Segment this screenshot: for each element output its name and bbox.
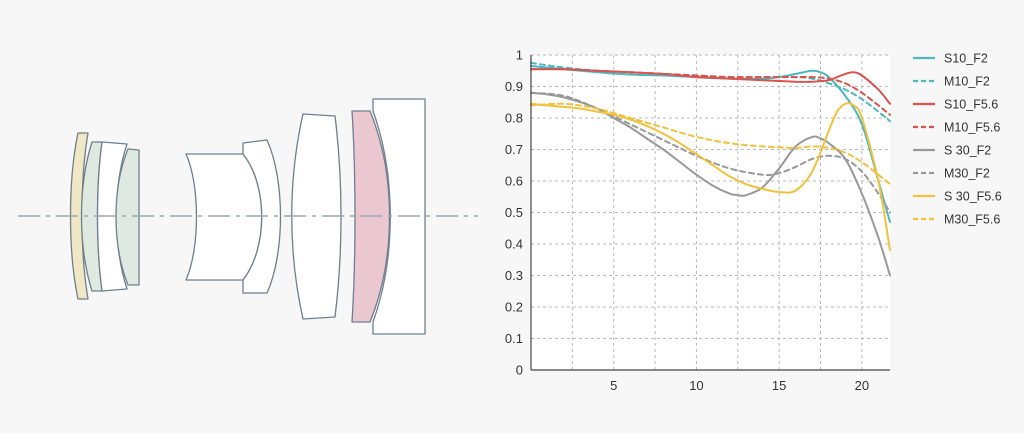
series-lines xyxy=(530,61,891,277)
legend: S10_F2 M10_F2 S10_F5.6 M10_F5.6 S 30_F2 M30_F… xyxy=(913,52,1002,227)
legend-label: M30_F5.6 xyxy=(944,213,1000,227)
series-line-m10-f5-6 xyxy=(530,68,891,116)
x-tick-label: 20 xyxy=(855,378,869,393)
y-tick-label: 0.5 xyxy=(505,205,523,220)
lens-diagram xyxy=(18,98,478,335)
legend-item-m30-f5-6: M30_F5.6 xyxy=(913,213,1000,227)
y-tick-label: 0 xyxy=(516,363,523,378)
legend-label: S10_F2 xyxy=(944,52,988,66)
lens-element-5 xyxy=(185,153,263,281)
y-tick-label: 0.7 xyxy=(505,142,523,157)
grid xyxy=(531,54,890,370)
lens-element-7 xyxy=(291,113,342,320)
y-tick-label: 0.4 xyxy=(505,237,523,252)
legend-item-s10-f2: S10_F2 xyxy=(913,52,988,66)
lens-element-6 xyxy=(242,139,282,294)
legend-item-m10-f5-6: M10_F5.6 xyxy=(913,121,1000,135)
legend-label: M10_F2 xyxy=(944,75,990,89)
legend-item-m30-f2: M30_F2 xyxy=(913,167,990,181)
x-tick-label: 10 xyxy=(689,378,703,393)
mtf-chart: 00.10.20.30.40.50.60.70.80.915 10 15 20 S10… xyxy=(505,48,1002,394)
y-tick-label: 1 xyxy=(516,48,523,63)
legend-item-m10-f2: M10_F2 xyxy=(913,75,990,89)
legend-label: M10_F5.6 xyxy=(944,121,1000,135)
legend-label: M30_F2 xyxy=(944,167,990,181)
legend-label: S 30_F2 xyxy=(944,144,991,158)
series-line-m30-f2 xyxy=(530,91,891,214)
x-tick-label: 5 xyxy=(610,378,617,393)
legend-item-s-30-f5-6: S 30_F5.6 xyxy=(913,190,1002,204)
axes: 00.10.20.30.40.50.60.70.80.915 10 15 20 xyxy=(505,48,890,393)
series-line-m30-f5-6 xyxy=(530,102,891,186)
lens-element-4 xyxy=(115,148,140,286)
legend-item-s10-f5-6: S10_F5.6 xyxy=(913,98,998,112)
legend-label: S10_F5.6 xyxy=(944,98,998,112)
y-tick-label: 0.1 xyxy=(505,331,523,346)
x-tick-label: 15 xyxy=(772,378,786,393)
y-tick-label: 0.6 xyxy=(505,174,523,189)
plot-area xyxy=(531,55,890,370)
y-tick-label: 0.3 xyxy=(505,268,523,283)
lens-element-1 xyxy=(69,132,89,300)
y-tick-label: 0.9 xyxy=(505,79,523,94)
y-tick-label: 0.8 xyxy=(505,111,523,126)
legend-label: S 30_F5.6 xyxy=(944,190,1002,204)
legend-item-s-30-f2: S 30_F2 xyxy=(913,144,991,158)
y-tick-label: 0.2 xyxy=(505,300,523,315)
series-line-s-30-f5-6 xyxy=(530,102,891,252)
